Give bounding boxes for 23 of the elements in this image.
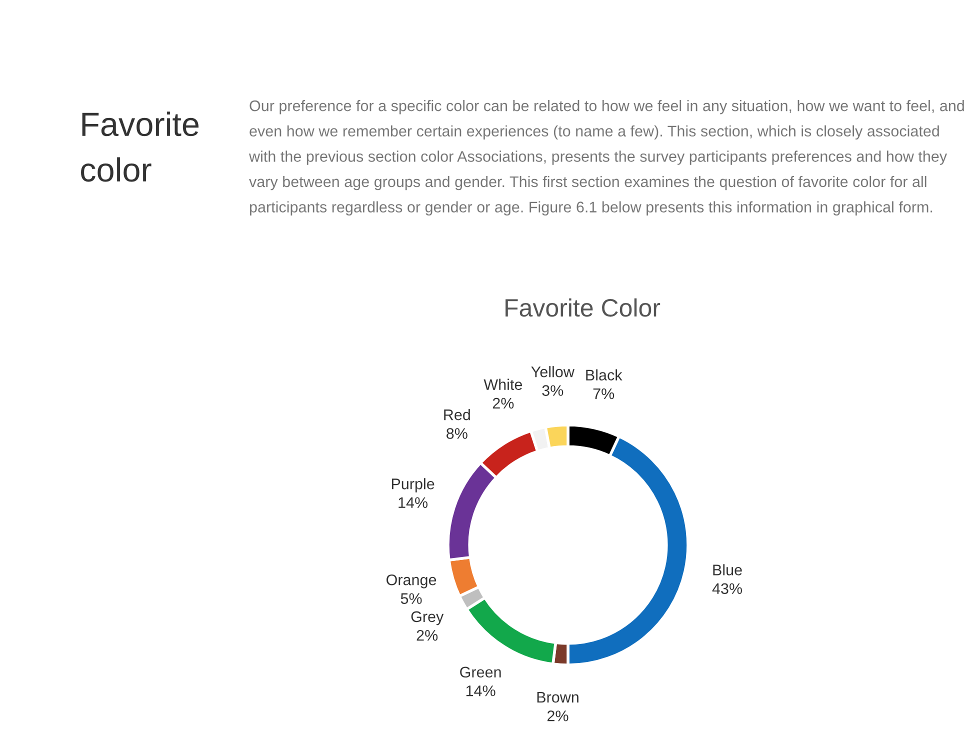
slice-label: Blue bbox=[713, 564, 742, 576]
slice-label: Yellow bbox=[531, 366, 574, 378]
slice-label: Black bbox=[586, 369, 622, 380]
data-label: 5% bbox=[400, 593, 422, 604]
data-label: 14% bbox=[466, 685, 496, 696]
data-label: 2% bbox=[492, 398, 514, 409]
slice-label: Grey bbox=[411, 611, 444, 626]
slice-label: Purple bbox=[392, 478, 434, 492]
data-label: 7% bbox=[593, 388, 614, 400]
data-label: 2% bbox=[547, 710, 568, 722]
text: Our preference for a specific color can be related to how we feel in any situation, how we want to feel, and even how we remember certain experiences (to name a few). This section, which is closely associated with the previous section color Associations, presents the survey participants preferences and how they vary between age groups and gender. This first section examines the question of favorite color for all participants regardless or gender or age. Figure 6.1 below presents this information in graphical form. bbox=[248, 100, 964, 216]
data-label: 3% bbox=[542, 385, 564, 396]
slice-label: Red bbox=[444, 408, 470, 420]
slice-label: Brown bbox=[537, 692, 578, 703]
slice-label: Orange bbox=[386, 574, 436, 588]
data-label: 14% bbox=[398, 497, 428, 508]
data-label: 8% bbox=[446, 428, 468, 439]
chart-title: Favorite Color bbox=[506, 298, 660, 317]
data-label: 2% bbox=[416, 630, 438, 641]
slice-label: Green bbox=[460, 666, 501, 678]
slice-label: White bbox=[484, 378, 522, 390]
text: Favorite color bbox=[81, 112, 199, 182]
data-label: 43% bbox=[712, 583, 742, 594]
